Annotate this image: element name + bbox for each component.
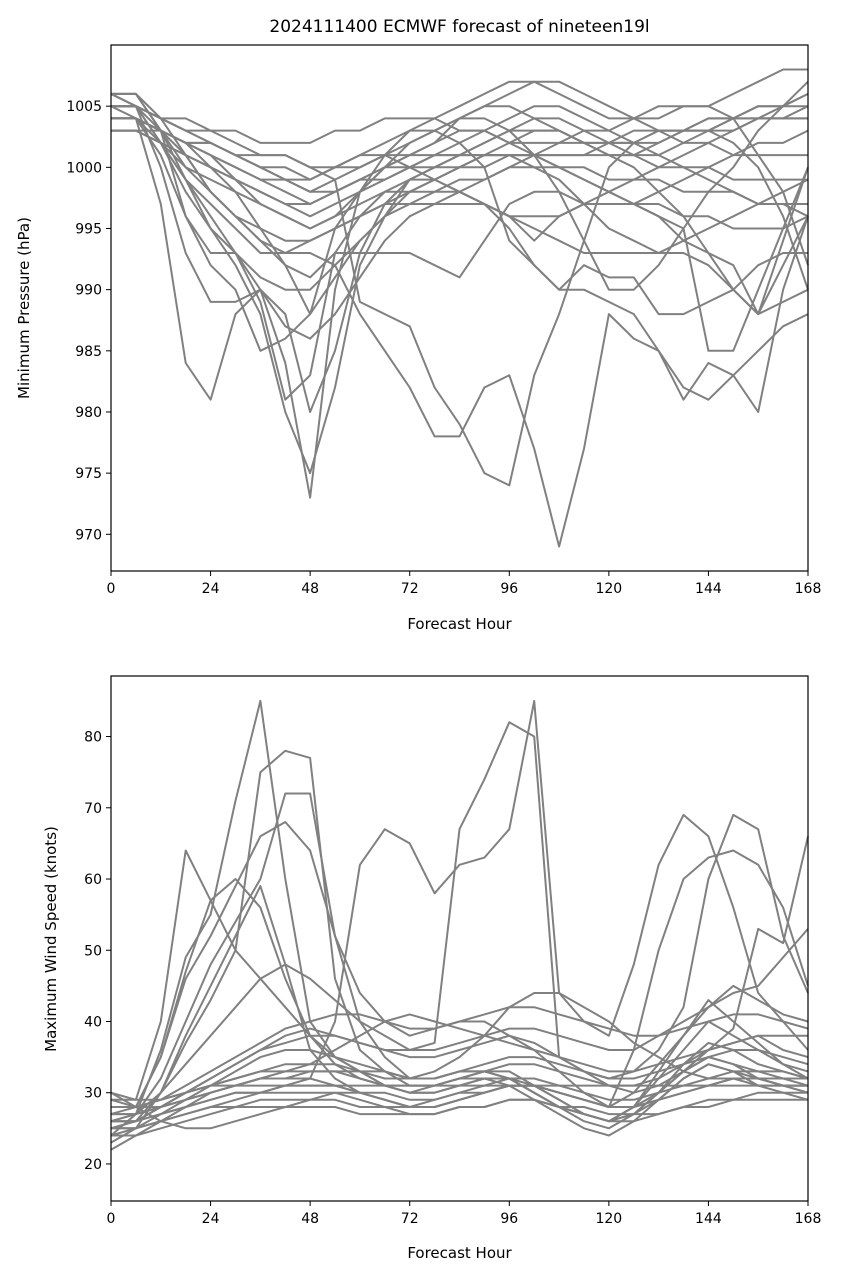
wind-series-line-17 [111, 1006, 809, 1108]
wind-series-line-21 [111, 1084, 808, 1123]
wind-series-line-4 [110, 699, 809, 1137]
pressure-series-line-21 [111, 117, 809, 316]
wind-series-line-24 [110, 1077, 808, 1130]
wind-series-line-22 [111, 1049, 809, 1108]
wind-y-tick-label: 50 [84, 943, 102, 959]
pressure-series-line-10 [111, 92, 809, 548]
pressure-y-tick-label: 980 [75, 405, 102, 421]
pressure-series-line-20 [111, 105, 808, 144]
wind-y-tick-label: 70 [84, 801, 102, 817]
pressure-x-tick-label: 120 [595, 581, 622, 597]
pressure-x-tick-label: 72 [401, 581, 419, 597]
wind-x-tick-label: 168 [795, 1211, 822, 1227]
pressure-y-tick-label: 990 [75, 283, 102, 299]
wind-panel: 0 24 48 72 96 120 144 168 20 30 40 50 60 70 80 Foreca… [42, 675, 822, 1262]
pressure-x-tick-label: 48 [301, 581, 319, 597]
wind-x-tick-label: 24 [202, 1211, 220, 1227]
pressure-series-line-3 [111, 117, 808, 413]
wind-x-axis: 0 24 48 72 96 120 144 168 [107, 1201, 822, 1227]
pressure-series-line-24 [111, 117, 809, 352]
wind-x-tick-label: 120 [595, 1211, 622, 1227]
wind-series-group [110, 699, 809, 1151]
pressure-y-axis: 970 975 980 985 990 995 1000 1005 [66, 99, 111, 543]
wind-y-axis-label: Maximum Wind Speed (knots) [42, 826, 60, 1052]
wind-x-tick-label: 72 [401, 1211, 419, 1227]
wind-series-line-14 [111, 928, 809, 1116]
pressure-plot-frame [110, 44, 809, 572]
wind-series-line-23 [111, 1098, 808, 1137]
pressure-y-tick-label: 1000 [66, 160, 102, 176]
pressure-y-tick-label: 1005 [66, 99, 102, 115]
pressure-x-tick-label: 0 [107, 581, 116, 597]
pressure-y-tick-label: 975 [75, 466, 102, 482]
pressure-x-tick-label: 168 [795, 581, 822, 597]
pressure-y-tick-label: 995 [75, 221, 102, 237]
wind-x-axis-label: Forecast Hour [407, 1244, 512, 1262]
pressure-x-axis: 0 24 48 72 96 120 144 168 [107, 571, 822, 597]
pressure-y-axis-label: Minimum Pressure (hPa) [15, 217, 33, 399]
pressure-y-tick-label: 970 [75, 527, 102, 543]
pressure-series-line-12 [111, 80, 808, 193]
pressure-series-line-23 [110, 93, 809, 291]
pressure-series-group [110, 68, 809, 548]
wind-x-tick-label: 96 [500, 1211, 518, 1227]
pressure-x-axis-label: Forecast Hour [407, 615, 512, 633]
wind-series-line-10 [110, 813, 809, 1137]
wind-x-tick-label: 0 [107, 1211, 116, 1227]
pressure-series-line-7 [111, 105, 809, 266]
pressure-series-line-22 [111, 129, 808, 181]
pressure-y-tick-label: 985 [75, 344, 102, 360]
pressure-series-line-9 [111, 105, 809, 487]
wind-plot-frame [110, 675, 809, 1202]
pressure-series-line-18 [111, 80, 809, 291]
chart-title: 2024111400 ECMWF forecast of nineteen19l [269, 17, 649, 37]
wind-y-tick-label: 80 [84, 730, 102, 746]
wind-y-tick-label: 30 [84, 1086, 102, 1102]
pressure-series-line-5 [110, 93, 808, 475]
pressure-series-line-6 [111, 117, 809, 401]
pressure-panel: 2024111400 ECMWF forecast of nineteen19l… [15, 17, 821, 633]
wind-y-tick-label: 40 [84, 1014, 102, 1030]
wind-y-tick-label: 20 [84, 1157, 102, 1173]
pressure-x-tick-label: 96 [500, 581, 518, 597]
wind-series-line-8 [110, 699, 808, 1130]
pressure-x-tick-label: 24 [202, 581, 220, 597]
pressure-x-tick-label: 144 [695, 581, 722, 597]
wind-x-tick-label: 48 [301, 1211, 319, 1227]
wind-y-tick-label: 60 [84, 872, 102, 888]
wind-y-axis: 20 30 40 50 60 70 80 [84, 730, 111, 1173]
wind-series-line-9 [110, 721, 809, 1123]
wind-x-tick-label: 144 [695, 1211, 722, 1227]
